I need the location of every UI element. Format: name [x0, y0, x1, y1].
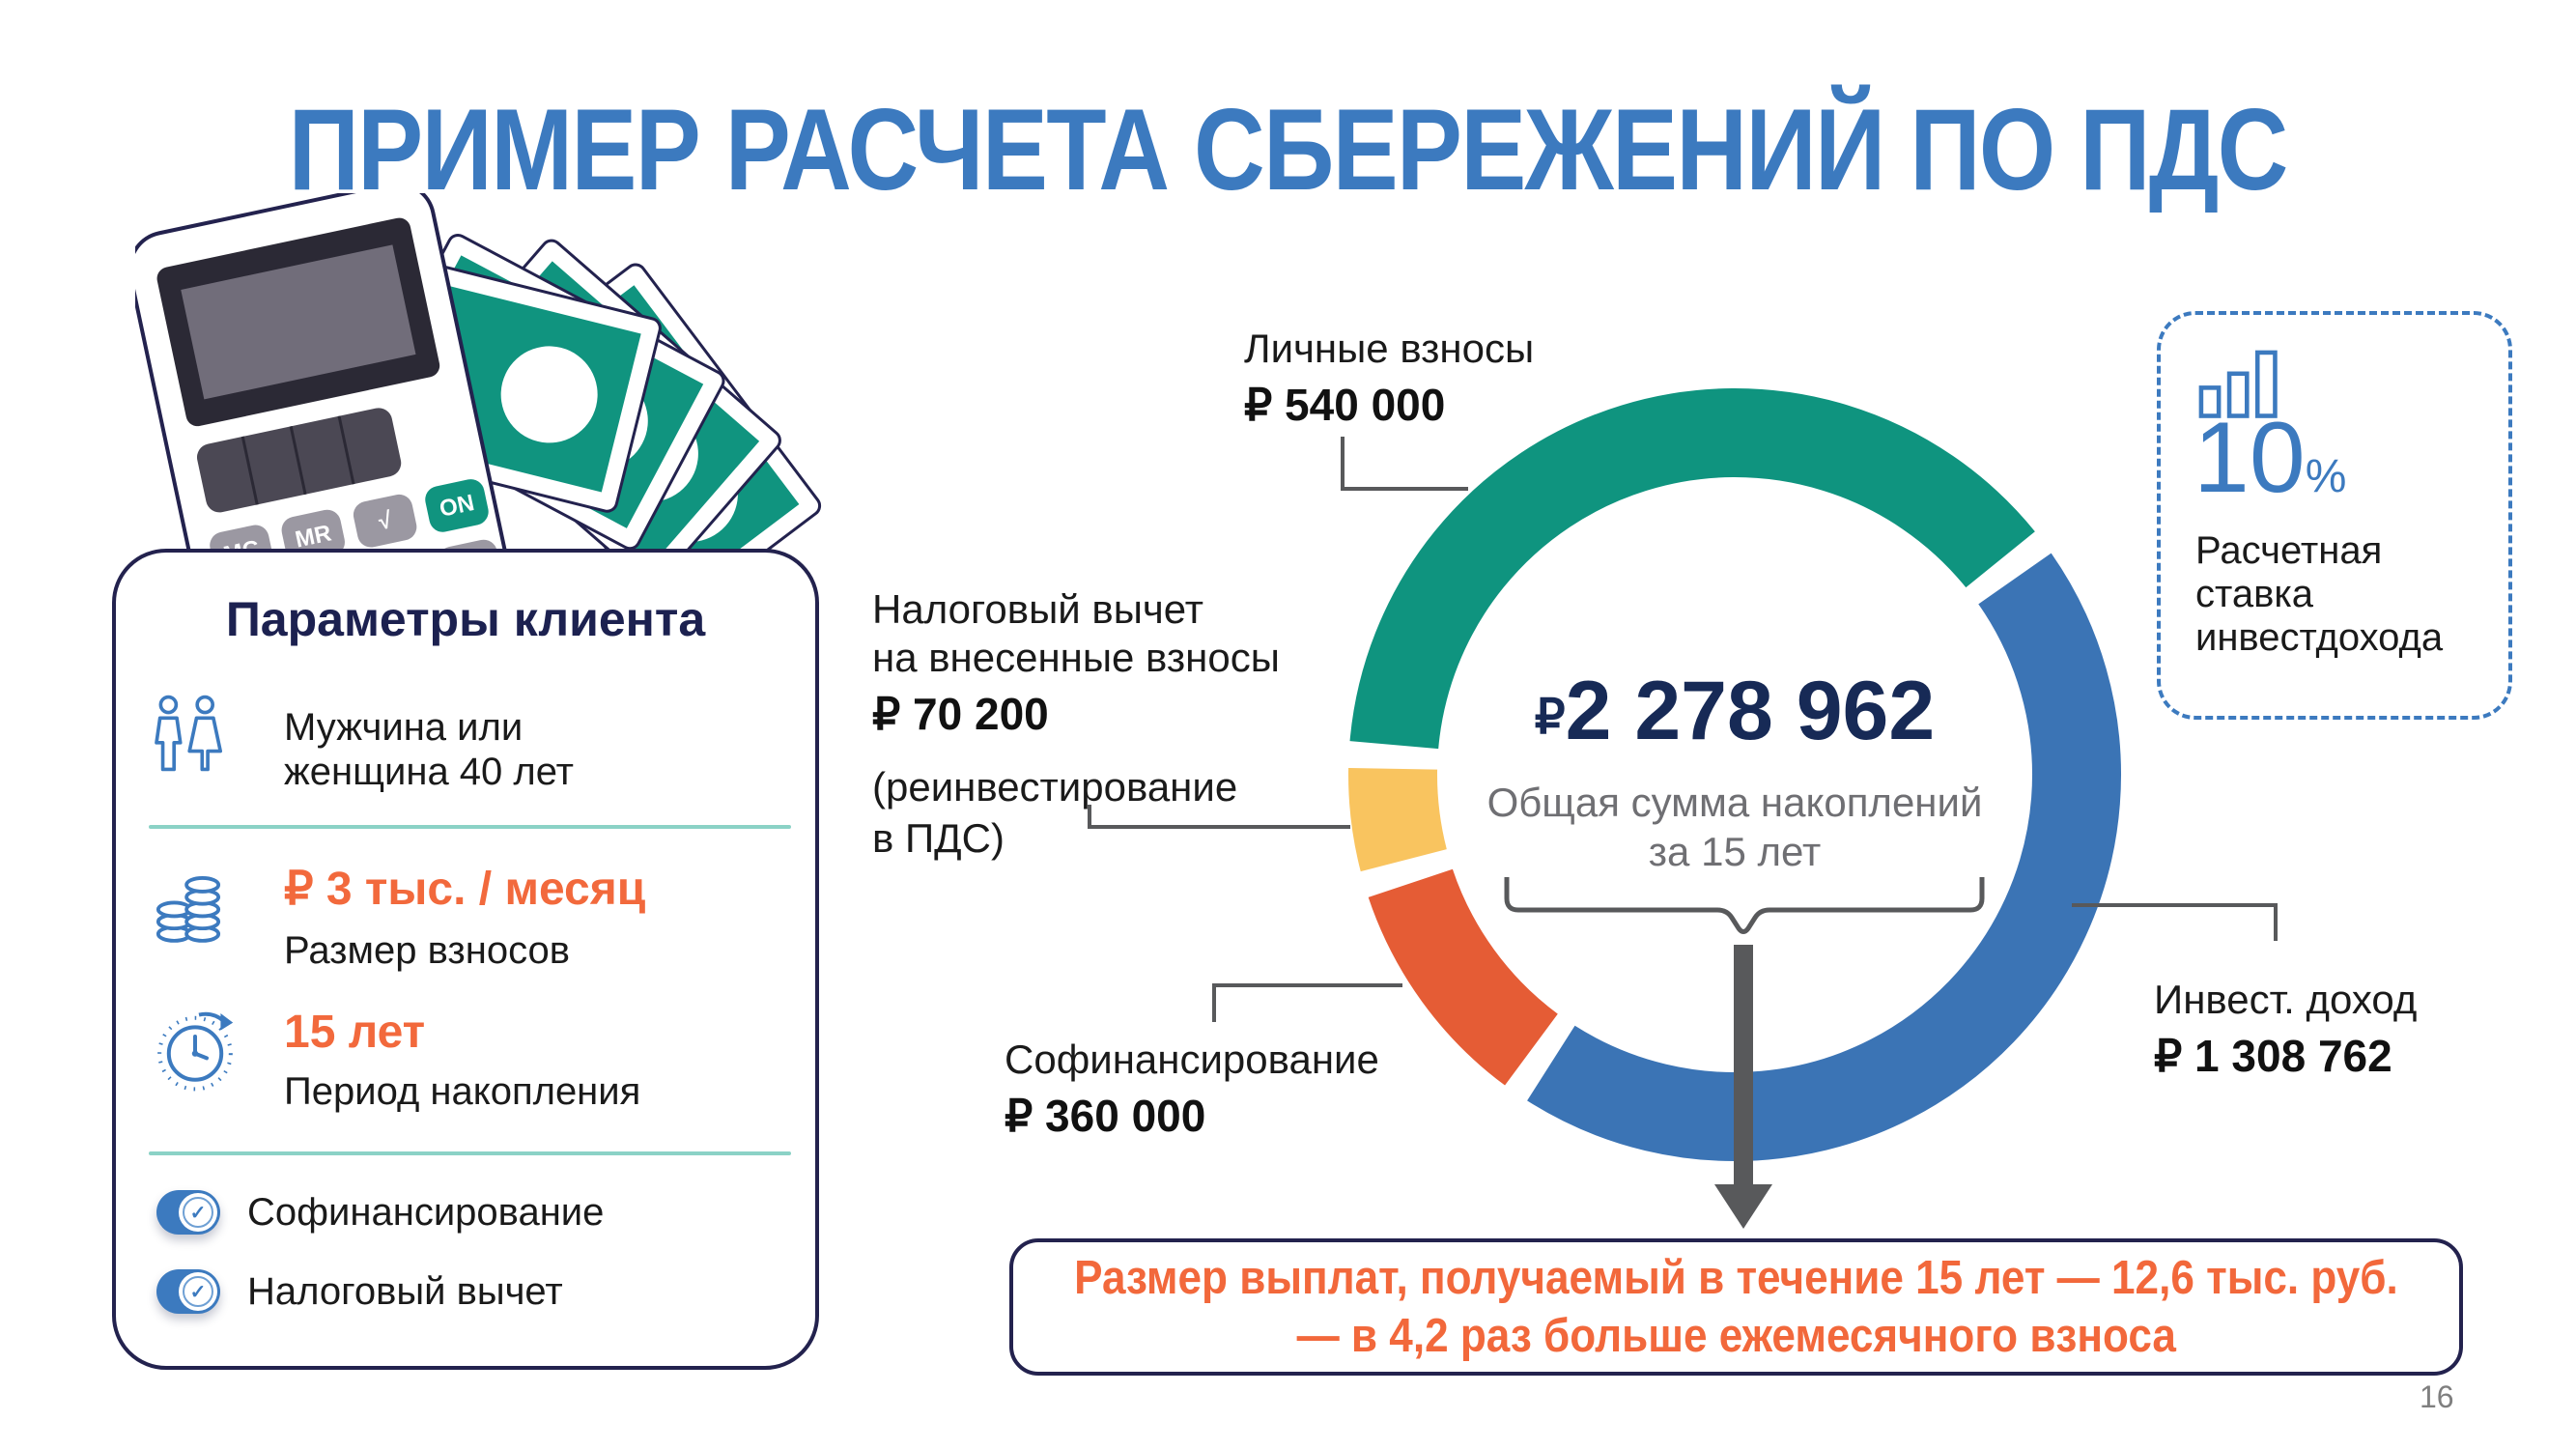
contribution-label: Размер взносов — [284, 929, 571, 972]
page-title-text: ПРИМЕР РАСЧЕТА СБЕРЕЖЕНИЙ ПО ПДС — [288, 85, 2289, 214]
callout-cofinancing: Софинансирование ₽ 360 000 — [1005, 1037, 1379, 1141]
cofinancing-toggle-label: Софинансирование — [247, 1191, 605, 1234]
payout-line-2: — в 4,2 раз больше ежемесячного взноса — [1296, 1310, 2176, 1362]
tax-deduction-toggle[interactable]: ✓ — [156, 1269, 220, 1314]
callout-tax: Налоговый вычет на внесенные взносы ₽ 70… — [872, 585, 1336, 864]
connector-tax — [1088, 805, 1350, 829]
check-icon: ✓ — [183, 1197, 213, 1228]
callout-connectors — [1088, 437, 2278, 1022]
bar-chart-icon — [2198, 350, 2278, 418]
coins-icon — [156, 876, 221, 943]
brace-under-total — [1504, 877, 1985, 934]
contribution-value: ₽ 3 тыс. / месяц — [284, 864, 646, 915]
total-amount: ₽2 278 962 — [1534, 665, 1936, 757]
connector-cofinancing — [1212, 983, 1402, 1022]
rate-label: Расчетная ставка инвестдохода — [2195, 529, 2444, 659]
total-subtitle: Общая сумма накоплений — [1486, 780, 1983, 825]
rate-value: 10% — [2194, 402, 2347, 514]
divider — [149, 1151, 791, 1155]
total-subtitle-2: за 15 лет — [1648, 829, 1822, 874]
tax-deduction-toggle-label: Налоговый вычет — [247, 1270, 563, 1313]
donut-chart — [1348, 388, 2121, 1161]
donut-center-label: ₽2 278 962 Общая сумма накоплений за 15 … — [1445, 665, 2024, 875]
client-gender-age: Мужчина или женщина 40 лет — [284, 706, 574, 793]
callout-tax-title: Налоговый вычет на внесенные взносы — [872, 586, 1280, 680]
callout-personal: Личные взносы ₽ 540 000 — [1244, 326, 1535, 430]
cofinancing-toggle[interactable]: ✓ — [156, 1190, 220, 1235]
connector-income — [2072, 903, 2278, 941]
callout-tax-note: (реинвестирование в ПДС) — [872, 764, 1238, 861]
donut-segment-налоговый-вычет — [1348, 768, 1448, 872]
toggle-knob: ✓ — [179, 1272, 217, 1311]
period-value: 15 лет — [284, 1007, 426, 1058]
donut-segment-инвест-доход — [1527, 553, 2121, 1161]
donut-segment-софинансирование — [1368, 867, 1559, 1086]
client-params-card: Параметры клиента Мужчина или женщина 40… — [112, 549, 819, 1370]
page-title: ПРИМЕР РАСЧЕТА СБЕРЕЖЕНИЙ ПО ПДС — [0, 83, 2576, 216]
toggle-knob: ✓ — [179, 1193, 217, 1232]
connector-personal — [1341, 437, 1468, 491]
clock-period-icon — [157, 1011, 234, 1092]
man-woman-icon — [155, 695, 222, 772]
payout-line-1: Размер выплат, получаемый в течение 15 л… — [1074, 1252, 2398, 1304]
payout-box: Размер выплат, получаемый в течение 15 л… — [1009, 1238, 2463, 1376]
card-title: Параметры клиента — [225, 592, 706, 646]
rate-box: 10% Расчетная ставка инвестдохода — [2157, 311, 2512, 720]
callout-income: Инвест. доход ₽ 1 308 762 — [2154, 977, 2418, 1081]
donut-segment-личные-взносы — [1349, 388, 2035, 750]
period-label: Период накопления — [284, 1070, 641, 1113]
down-arrow — [1714, 945, 1772, 1229]
page-number: 16 — [2420, 1379, 2454, 1414]
check-icon: ✓ — [183, 1276, 213, 1307]
divider — [149, 825, 791, 829]
